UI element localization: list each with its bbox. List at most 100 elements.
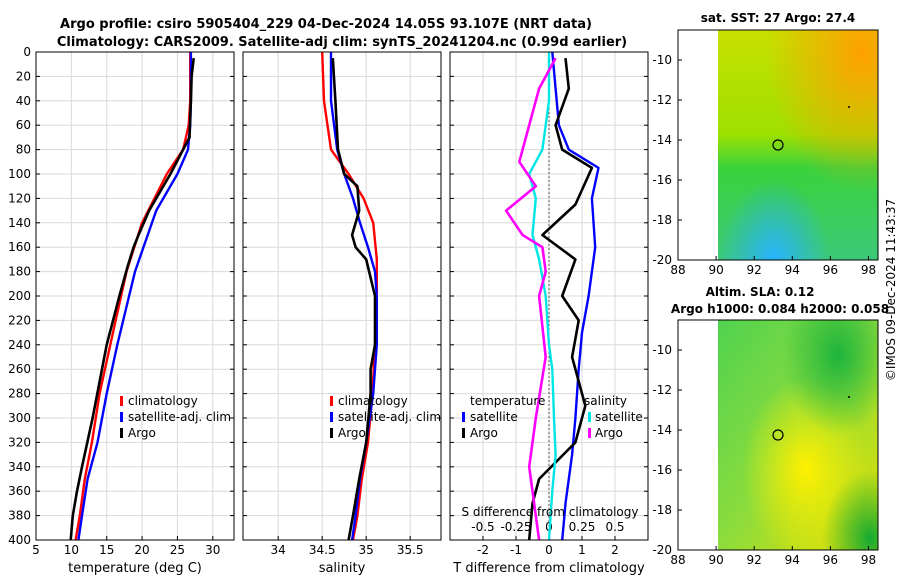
legend-label-satellite: satellite-adj. clim	[128, 410, 231, 424]
salinity-legend: climatology satellite-adj. clim Argo	[330, 394, 441, 440]
difference-panel: -2 -1 0 1 2-0.5 -0.25 0 0.25 0.5T difference fro…	[449, 51, 649, 576]
legend-swatch-argo	[120, 428, 123, 438]
y-tick-label: 340	[8, 460, 31, 474]
map-y-tick-label: -12	[652, 93, 672, 107]
y-tick-label: 380	[8, 509, 31, 523]
temperature-panel: 0 20 40 60 80 100 120 140 160 180 200 220 240 260 280 3…	[8, 45, 235, 576]
legend-label-satellite: satellite-adj. clim	[338, 410, 441, 424]
y-tick-label: 40	[16, 94, 31, 108]
plot-frame	[242, 51, 442, 541]
x-tick-label: -2	[477, 543, 489, 557]
plot-frame	[449, 51, 649, 541]
legend-label-argo: Argo	[128, 426, 156, 440]
map-x-tick-label: 92	[747, 263, 762, 277]
y-tick-label: 120	[8, 191, 31, 205]
map-x-tick-label: 92	[747, 553, 762, 567]
top-x-tick-label: -0.25	[500, 520, 531, 534]
map-y-tick-label: -16	[652, 173, 672, 187]
y-tick-label: 320	[8, 435, 31, 449]
y-tick-label: 300	[8, 411, 31, 425]
x-axis-label: salinity	[319, 561, 366, 576]
map-x-tick-label: 96	[823, 263, 838, 277]
map-x-tick-label: 88	[670, 263, 685, 277]
series-line-satellite	[528, 52, 557, 541]
x-tick-label: 5	[32, 543, 40, 557]
x-tick-label: 2	[611, 543, 619, 557]
map-x-tick-label: 90	[708, 263, 723, 277]
y-tick-label: 100	[8, 167, 31, 181]
legend-title-temperature: temperature	[470, 394, 545, 408]
legend-swatch-satellite	[330, 412, 333, 422]
series-line-satellite	[551, 51, 600, 541]
map-y-tick-label: -14	[652, 423, 672, 437]
legend-label-argo: Argo	[338, 426, 366, 440]
legend-label-t-argo: Argo	[470, 426, 498, 440]
y-tick-label: 200	[8, 289, 31, 303]
x-axis-label: temperature (deg C)	[68, 561, 202, 576]
map-y-tick-label: -20	[652, 253, 672, 267]
x-tick-label: 34	[271, 543, 286, 557]
x-tick-label: -1	[510, 543, 522, 557]
figure-title-line1: Argo profile: csiro 5905404_229 04-Dec-2…	[60, 17, 592, 32]
legend-swatch-satellite	[120, 412, 123, 422]
series-line-climatology	[321, 51, 378, 541]
x-axis-label: T difference from climatology	[452, 561, 645, 576]
y-tick-label: 240	[8, 338, 31, 352]
sst-heatmap	[718, 30, 878, 260]
x-tick-label: 1	[578, 543, 586, 557]
y-tick-label: 20	[16, 69, 31, 83]
top-x-tick-label: 0.5	[605, 520, 624, 534]
y-tick-label: 220	[8, 313, 31, 327]
map-y-tick-label: -18	[652, 503, 672, 517]
y-tick-label: 140	[8, 216, 31, 230]
series-line-argo	[331, 58, 377, 541]
map-dot-marker	[848, 396, 850, 398]
y-tick-label: 180	[8, 265, 31, 279]
top-x-tick-label: 0.25	[569, 520, 596, 534]
map-x-tick-label: 98	[861, 263, 876, 277]
difference-legend: temperature satellite Argo salinity sate…	[462, 394, 643, 440]
map-y-tick-label: -16	[652, 463, 672, 477]
y-tick-label: 260	[8, 362, 31, 376]
legend-label-climatology: climatology	[338, 394, 408, 408]
map-x-tick-label: 90	[708, 553, 723, 567]
x-tick-label: 34.5	[309, 543, 336, 557]
top-axis-label: S difference from climatology	[462, 505, 639, 519]
y-tick-label: 0	[23, 45, 31, 59]
map-y-tick-label: -20	[652, 543, 672, 557]
x-tick-label: 0	[545, 543, 553, 557]
legend-swatch-s-satellite	[588, 412, 591, 422]
y-tick-label: 60	[16, 118, 31, 132]
x-tick-label: 35.5	[397, 543, 424, 557]
sla-map-title-line2: Argo h1000: 0.084 h2000: 0.058	[671, 302, 889, 316]
legend-swatch-argo	[330, 428, 333, 438]
map-dot-marker	[848, 106, 850, 108]
salinity-panel: 34 34.5 35 35.5 salinity	[242, 51, 442, 576]
top-x-tick-label: -0.5	[471, 520, 494, 534]
legend-swatch-s-argo	[588, 428, 591, 438]
legend-swatch-t-argo	[462, 428, 465, 438]
x-tick-label: 10	[64, 543, 79, 557]
map-y-tick-label: -14	[652, 133, 672, 147]
map-x-tick-label: 98	[861, 553, 876, 567]
map-y-tick-label: -10	[652, 53, 672, 67]
x-tick-label: 35	[359, 543, 374, 557]
map-x-tick-label: 94	[785, 553, 800, 567]
legend-label-climatology: climatology	[128, 394, 198, 408]
legend-label-t-satellite: satellite	[470, 410, 518, 424]
temperature-legend: climatology satellite-adj. clim Argo	[120, 394, 231, 440]
sla-map-title-line1: Altim. SLA: 0.12	[706, 285, 815, 299]
sla-map-panel: Altim. SLA: 0.12 Argo h1000: 0.084 h2000…	[652, 285, 889, 567]
imos-watermark: ©IMOS 09-Dec-2024 11:43:37	[884, 199, 898, 381]
y-tick-label: 160	[8, 240, 31, 254]
sst-map-title: sat. SST: 27 Argo: 27.4	[701, 11, 855, 25]
map-x-tick-label: 96	[823, 553, 838, 567]
x-tick-label: 25	[170, 543, 185, 557]
argo-position-marker	[772, 139, 784, 151]
map-x-tick-label: 94	[785, 263, 800, 277]
x-tick-label: 30	[205, 543, 220, 557]
y-tick-label: 280	[8, 387, 31, 401]
plot-frame	[35, 51, 235, 541]
y-tick-label: 400	[8, 533, 31, 547]
